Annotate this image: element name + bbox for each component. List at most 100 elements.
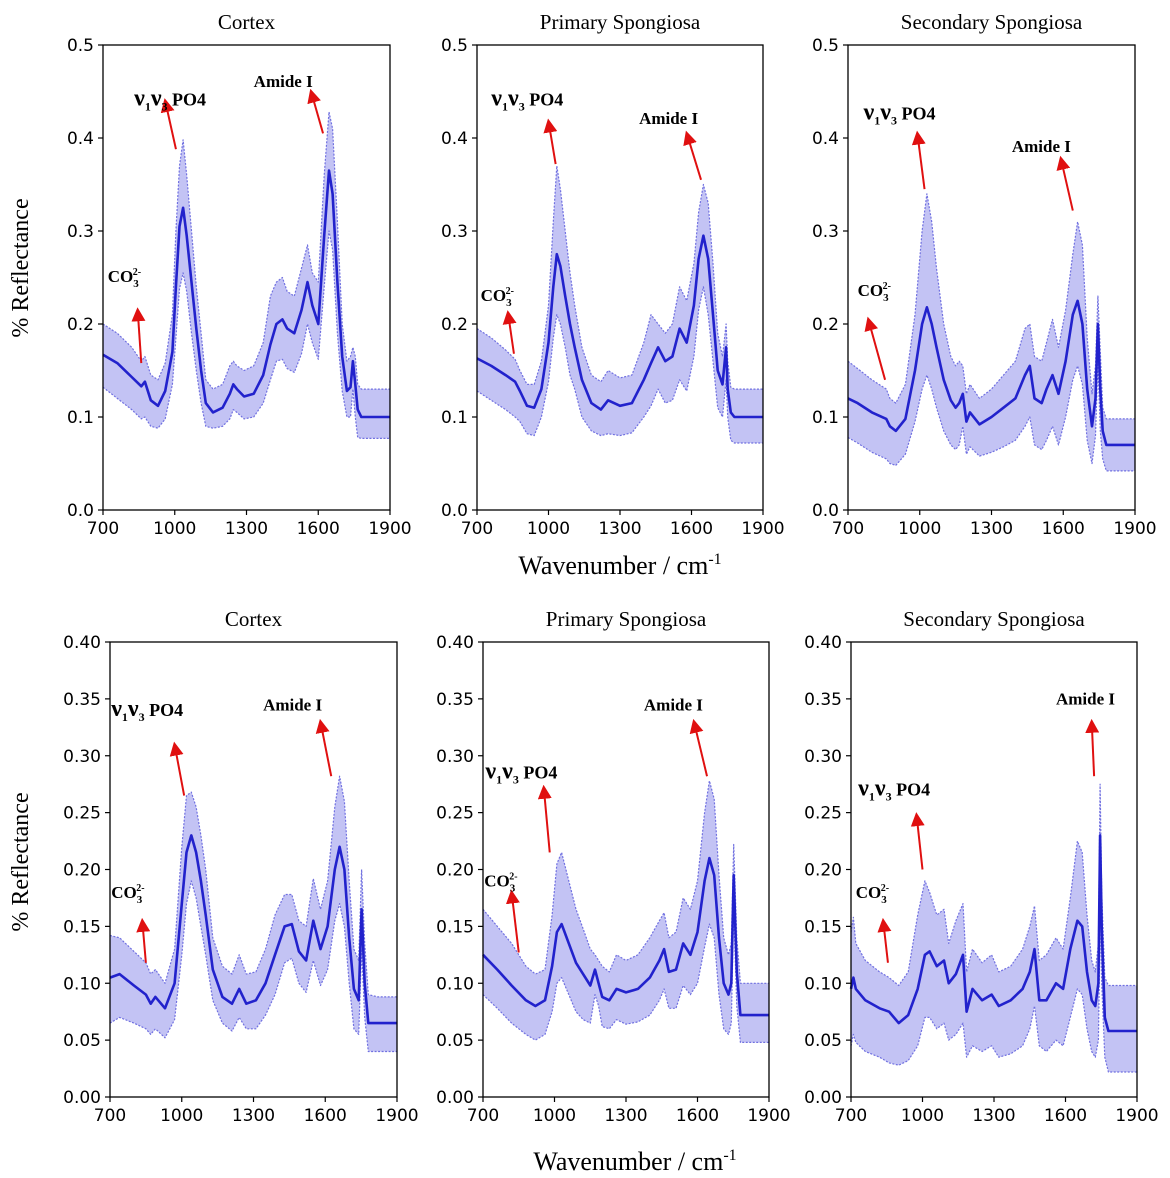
y-tick-label: 0.10 [63,974,101,994]
annotation-text: ν [133,85,145,111]
x-tick-label: 1600 [670,519,713,539]
annotation-text: CO [481,286,507,305]
annotation-text: ν [507,85,519,111]
annotation-text: Amide I [639,109,698,128]
annotation-amide-i: Amide I [1056,690,1115,709]
annotation-v1v3po4: ν1ν3 PO4 [484,759,557,787]
y-tick-label: 0.00 [804,1088,842,1108]
annotation-arrow [543,118,558,165]
x-tick-label: 700 [832,519,864,539]
annotation-text: PO4 [145,700,184,720]
chart-panel-5: Primary Spongiosa 700 1000 1300 1600 1900 0.00… [436,607,790,1126]
annotation-text: Amide I [1056,690,1115,709]
annotation-v1v3po4: ν1ν3 PO4 [857,776,930,804]
x-tick-label: 1300 [970,519,1013,539]
annotation-text: ν [127,696,139,722]
annotation-v1v3po4: ν1ν3 PO4 [490,85,563,113]
x-tick-label: 1600 [1042,519,1085,539]
annotation-amide-i: Amide I [1012,137,1071,156]
annotation-v1v3po4: ν1ν3 PO4 [863,99,936,127]
annotation-text: Amide I [263,695,322,714]
annotation-subscript: 1 [122,710,128,724]
annotation-subscript: 3 [881,894,887,906]
x-tick-label: 1900 [1115,1106,1158,1126]
series-upper-line [850,783,1137,987]
chart-title: Cortex [218,10,276,34]
annotation-text: CO [111,883,137,902]
y-tick-label: 0.4 [67,129,94,149]
y-tick-label: 0.5 [67,36,94,56]
series-mean-line [847,299,1135,447]
annotation-arrow [864,316,887,381]
y-tick-label: 0.3 [67,222,94,242]
x-axis-label-top: Wavenumber / cm-1 [518,551,721,580]
y-tick-label: 0.00 [436,1088,474,1108]
y-tick-label: 0.30 [436,747,474,767]
chart-title: Primary Spongiosa [546,607,707,631]
x-tick-label: 700 [467,1106,499,1126]
y-tick-label: 0.3 [441,222,468,242]
annotation-text: Amide I [254,72,313,91]
x-tick-label: 1300 [972,1106,1015,1126]
annotation-text: ν [501,759,513,785]
y-tick-label: 0.15 [804,917,842,937]
series-upper-line [476,165,763,390]
annotation-superscript: 2- [136,883,144,894]
x-tick-label: 1000 [533,1106,576,1126]
annotation-arrow [315,718,333,777]
x-tick-label: 1900 [747,1106,790,1126]
x-tick-label: 1600 [304,1106,347,1126]
x-tick-label: 700 [94,1106,126,1126]
y-tick-label: 0.05 [63,1031,101,1051]
annotation-text: CO [858,281,884,300]
x-tick-label: 1000 [153,519,196,539]
x-tick-label: 1300 [598,519,641,539]
annotation-subscript: 1 [145,99,151,113]
series-upper-line [109,775,397,998]
chart-panel-2: Primary Spongiosa 700 1000 1300 1600 1900 0.0 0… [441,10,785,539]
chart-title: Secondary Spongiosa [901,10,1083,34]
annotation-arrow [169,741,186,796]
annotation-arrow [136,917,151,963]
y-tick-label: 0.2 [812,315,839,335]
annotation-co3: CO32- [108,267,141,290]
annotation-amide-i: Amide I [639,109,698,128]
axes-frame [476,44,764,511]
x-tick-label: 1900 [741,519,784,539]
annotation-arrow [877,917,892,963]
x-tick-label: 700 [461,519,493,539]
x-tick-label: 1000 [160,1106,203,1126]
y-axis-label-bottom: % Reflectance [8,792,34,931]
y-tick-label: 0.0 [812,501,839,521]
annotation-arrow [689,718,709,777]
x-tick-label: 1300 [225,519,268,539]
annotation-co3: CO32- [484,872,517,895]
y-tick-label: 0.0 [441,501,468,521]
annotation-subscript: 3 [519,99,525,113]
y-tick-label: 0.35 [63,690,101,710]
y-tick-label: 0.1 [441,408,468,428]
chart-panel-3: Secondary Spongiosa 700 1000 1300 1600 1900 0.… [812,10,1157,539]
x-tick-label: 1000 [898,519,941,539]
annotation-arrow [537,784,552,853]
annotation-text: ν [150,85,162,111]
annotation-subscript: 3 [133,278,139,290]
annotation-text: CO [484,872,510,891]
annotation-arrow [1056,155,1074,211]
series-mean-line [476,234,763,419]
chart-title: Cortex [225,607,283,631]
annotation-superscript: 2- [883,281,891,292]
y-tick-label: 0.25 [804,804,842,824]
x-axis-label-bottom-sup: -1 [723,1147,736,1164]
x-tick-label: 1900 [375,1106,418,1126]
y-tick-label: 0.40 [436,633,474,653]
y-tick-label: 0.05 [804,1031,842,1051]
y-tick-label: 0.25 [436,804,474,824]
series-upper-line [847,193,1135,420]
x-tick-label: 1300 [604,1106,647,1126]
confidence-band [851,784,1137,1072]
annotation-text: ν [857,776,869,802]
y-tick-label: 0.10 [436,974,474,994]
annotation-text: ν [879,99,891,125]
x-tick-label: 1000 [901,1106,944,1126]
